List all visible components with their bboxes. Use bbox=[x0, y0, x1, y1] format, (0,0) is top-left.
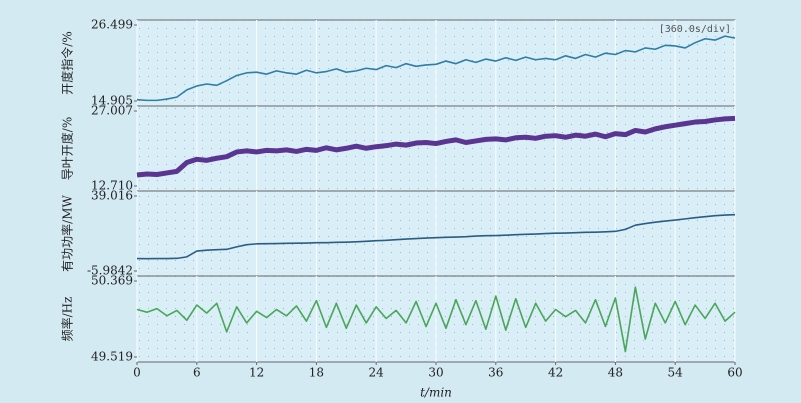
data-line bbox=[136, 286, 736, 353]
x-tick-label: 0 bbox=[133, 366, 141, 380]
y-tick-label: 39.016 bbox=[91, 189, 133, 203]
x-tick-label: 30 bbox=[428, 366, 443, 380]
x-axis-label: t/min bbox=[420, 386, 452, 400]
x-tick-label: 18 bbox=[309, 366, 324, 380]
data-line bbox=[136, 213, 736, 260]
y-axis-label: 频率/Hz bbox=[60, 297, 75, 342]
x-tick-label: 6 bbox=[193, 366, 201, 380]
y-axis-label: 开度指令/% bbox=[60, 31, 75, 94]
data-line bbox=[136, 35, 736, 102]
x-tick-label: 12 bbox=[249, 366, 264, 380]
x-tick-label: 24 bbox=[369, 366, 385, 380]
x-tick-label: 36 bbox=[488, 366, 503, 380]
y-tick-label: -5.9842 bbox=[87, 264, 133, 278]
y-tick-label: 49.519 bbox=[91, 350, 133, 364]
y-axis-label: 导叶开度/% bbox=[60, 117, 75, 180]
x-tick-label: 42 bbox=[548, 366, 563, 380]
x-tick-label: 54 bbox=[668, 366, 684, 380]
data-line bbox=[136, 115, 736, 178]
y-tick-label: 26.499 bbox=[91, 18, 133, 32]
y-tick-label: 27.007 bbox=[91, 104, 133, 118]
y-tick-label: 14.905 bbox=[91, 94, 133, 108]
y-tick-label: 12.710 bbox=[91, 179, 133, 193]
y-tick-label: 50.369 bbox=[91, 274, 133, 288]
x-tick-label: 60 bbox=[727, 366, 742, 380]
y-axis-label: 有功功率/MW bbox=[60, 195, 75, 272]
annotation: [360.0s/div] bbox=[659, 24, 731, 35]
x-tick-label: 48 bbox=[608, 366, 623, 380]
